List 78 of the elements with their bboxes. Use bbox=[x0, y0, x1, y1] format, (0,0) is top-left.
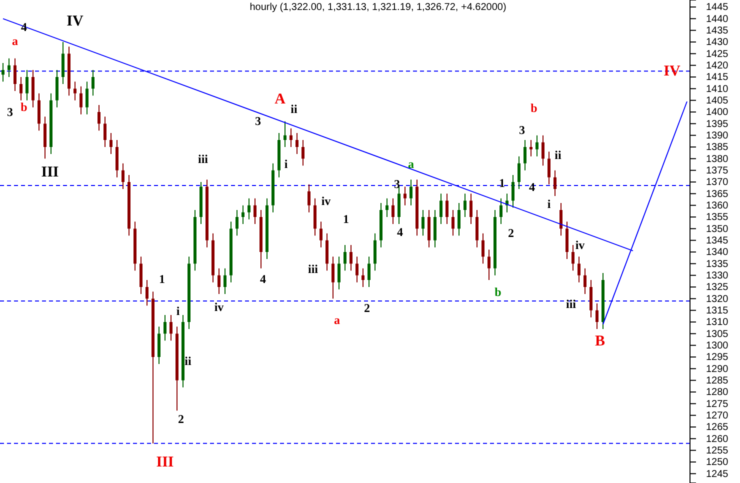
annotation: a bbox=[408, 156, 414, 171]
annotation: 3 bbox=[255, 114, 261, 128]
y-tick-label: 1280 bbox=[706, 387, 729, 398]
annotation: i bbox=[176, 304, 180, 318]
annotation: III bbox=[41, 164, 59, 180]
annotation: ii bbox=[554, 148, 562, 162]
y-tick-label: 1320 bbox=[706, 294, 729, 305]
y-tick-label: 1435 bbox=[706, 26, 729, 37]
y-tick-label: 1255 bbox=[706, 446, 729, 457]
annotation: 4 bbox=[529, 180, 535, 194]
y-tick-label: 1260 bbox=[706, 434, 729, 445]
y-tick-label: 1245 bbox=[706, 468, 729, 480]
annotation: iii bbox=[198, 152, 209, 166]
annotation: IV bbox=[66, 13, 84, 30]
annotation: ii bbox=[290, 102, 298, 116]
y-tick-label: 1380 bbox=[706, 154, 729, 165]
annotation: b bbox=[494, 284, 502, 299]
annotation: a bbox=[334, 312, 340, 327]
annotation: IV bbox=[664, 63, 680, 80]
y-tick-label: 1360 bbox=[706, 200, 729, 212]
annotation: 1 bbox=[343, 212, 349, 226]
y-tick-label: 1265 bbox=[706, 422, 729, 434]
annotation: b bbox=[530, 100, 538, 115]
annotation: i bbox=[547, 196, 552, 211]
y-tick-label: 1405 bbox=[706, 96, 729, 107]
y-tick-label: 1440 bbox=[706, 14, 729, 25]
y-tick-label: 1410 bbox=[706, 84, 729, 95]
annotation: A bbox=[274, 91, 286, 108]
y-tick-label: 1285 bbox=[706, 376, 729, 387]
y-tick-label: 1310 bbox=[706, 317, 729, 328]
y-tick-label: 1355 bbox=[706, 212, 729, 224]
annotation: B bbox=[594, 333, 606, 350]
annotation: III bbox=[156, 454, 174, 470]
y-tick-label: 1420 bbox=[706, 60, 729, 72]
annotation: iv bbox=[321, 194, 331, 208]
annotation: a bbox=[12, 34, 18, 48]
annotation: 2 bbox=[364, 300, 370, 315]
y-tick-label: 1425 bbox=[706, 48, 729, 60]
annotation: i bbox=[284, 156, 288, 171]
y-tick-label: 1345 bbox=[706, 236, 729, 247]
y-tick-label: 1275 bbox=[706, 398, 729, 410]
annotation: ii bbox=[184, 354, 192, 368]
annotation: b bbox=[20, 100, 28, 114]
annotation: iv bbox=[214, 300, 224, 314]
y-tick-label: 1445 bbox=[706, 2, 729, 14]
y-tick-label: 1370 bbox=[706, 177, 729, 188]
annotation: iii bbox=[308, 262, 319, 276]
y-tick-label: 1290 bbox=[706, 364, 729, 375]
annotation: iv bbox=[575, 238, 585, 252]
y-tick-label: 1335 bbox=[706, 258, 729, 270]
y-tick-label: 1390 bbox=[706, 130, 729, 142]
y-tick-label: 1415 bbox=[706, 72, 729, 84]
y-tick-label: 1250 bbox=[706, 457, 729, 468]
y-tick-label: 1365 bbox=[706, 188, 729, 200]
y-tick-label: 1375 bbox=[706, 166, 729, 177]
annotation: 1 bbox=[499, 176, 505, 190]
y-tick-label: 1395 bbox=[706, 118, 729, 130]
y-tick-label: 1400 bbox=[706, 107, 729, 118]
y-tick-label: 1295 bbox=[706, 352, 729, 364]
annotation: 2 bbox=[178, 412, 184, 426]
annotation: 4 bbox=[260, 272, 266, 286]
chart-title: hourly (1,322.00, 1,331.13, 1,321.19, 1,326.72, +4.62000) bbox=[250, 2, 506, 13]
annotation: 3 bbox=[519, 122, 525, 137]
y-tick-label: 1270 bbox=[706, 410, 729, 422]
y-tick-label: 1430 bbox=[706, 37, 729, 48]
annotation: 3 bbox=[394, 176, 400, 191]
annotation: 3 bbox=[7, 104, 13, 119]
y-tick-label: 1315 bbox=[706, 306, 729, 317]
y-tick-label: 1340 bbox=[706, 247, 729, 258]
y-tick-label: 1305 bbox=[706, 328, 729, 340]
annotation: 4 bbox=[397, 224, 403, 239]
y-tick-label: 1385 bbox=[706, 142, 729, 154]
y-tick-label: 1300 bbox=[706, 340, 729, 352]
y-tick-label: 1330 bbox=[706, 270, 729, 282]
annotation: 1 bbox=[159, 272, 165, 286]
y-tick-label: 1350 bbox=[706, 224, 729, 235]
annotation: 2 bbox=[508, 226, 514, 240]
y-tick-label: 1325 bbox=[706, 282, 729, 294]
